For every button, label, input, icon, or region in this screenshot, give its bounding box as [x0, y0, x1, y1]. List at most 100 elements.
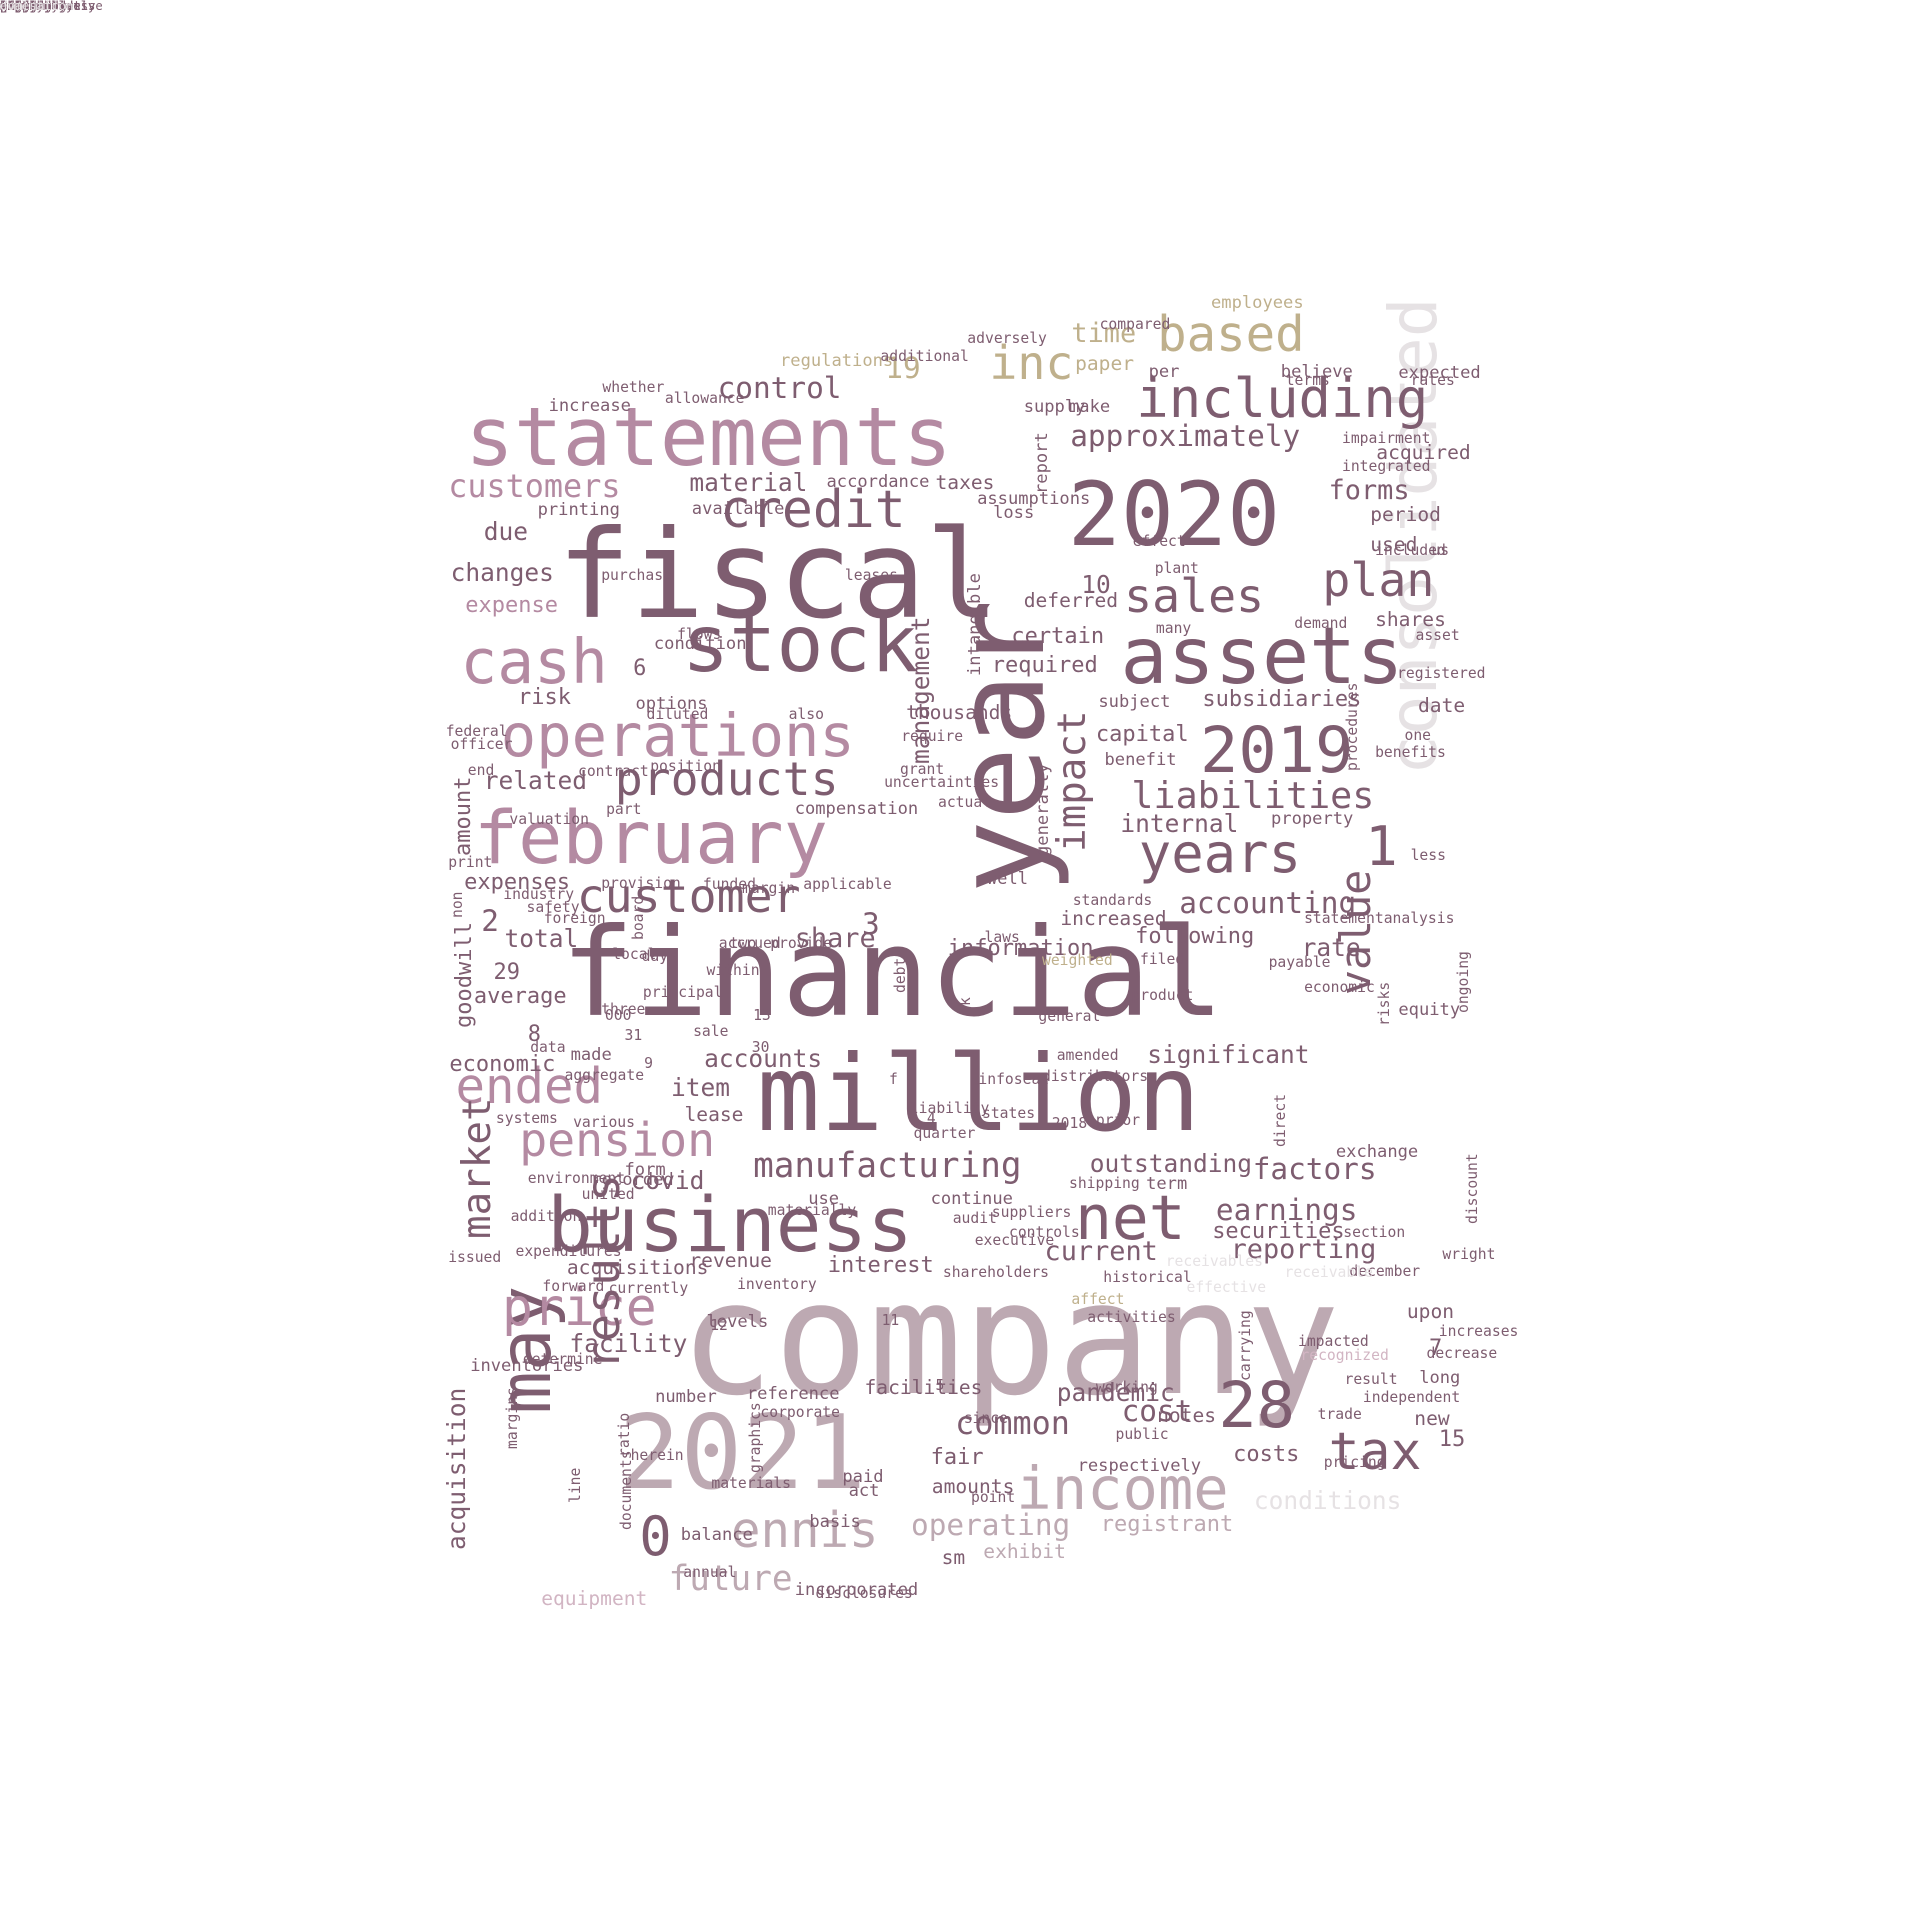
cloud-word: printed — [0, 0, 52, 13]
cloud-word: asset — [1415, 627, 1460, 645]
cloud-word: 12 — [710, 1316, 728, 1334]
cloud-word: current — [1044, 1236, 1158, 1268]
cloud-word: 19 — [885, 350, 921, 385]
cloud-word: contract — [578, 763, 649, 781]
cloud-word: leases — [844, 567, 898, 585]
cloud-word: debt — [891, 957, 909, 993]
cloud-word: earnings — [1215, 1193, 1358, 1228]
cloud-word: print — [448, 853, 493, 871]
cloud-word: events — [0, 0, 45, 13]
cloud-word: principal — [642, 983, 723, 1001]
cloud-word: 7 — [1429, 1336, 1443, 1362]
cloud-word: restricted — [0, 0, 74, 13]
cloud-word: liabilities — [1131, 773, 1375, 817]
cloud-word: ratio — [616, 1412, 634, 1457]
cloud-word: customers — [448, 468, 621, 506]
cloud-word: valuation — [509, 811, 589, 829]
cloud-word: receivable — [1284, 1264, 1373, 1282]
cloud-word: registered — [1397, 665, 1486, 683]
cloud-word: facility — [569, 1329, 688, 1359]
cloud-word: determine — [522, 1351, 603, 1369]
cloud-word: projected — [0, 0, 67, 13]
cloud-word: 11 — [881, 1311, 900, 1329]
cloud-word: following — [1135, 923, 1255, 949]
cloud-word: independent — [1362, 1389, 1461, 1406]
cloud-word: indicate — [0, 0, 59, 13]
cloud-word: number — [655, 1386, 717, 1407]
cloud-word: service — [0, 0, 52, 13]
cloud-word: affect — [1071, 1291, 1125, 1309]
cloud-word: liability — [909, 1100, 990, 1117]
cloud-word: 2 — [481, 904, 499, 939]
cloud-word: 9 — [644, 1054, 653, 1072]
cloud-word: discussion — [0, 0, 74, 13]
cloud-word: income — [1016, 1453, 1229, 1523]
cloud-word: states — [982, 1104, 1036, 1122]
cloud-word: gain — [0, 0, 30, 13]
cloud-word: increased — [1060, 906, 1167, 930]
cloud-word: 1 — [1365, 815, 1398, 879]
cloud-word: shareholders — [942, 1264, 1050, 1282]
cloud-word: changes — [450, 557, 554, 587]
cloud-word: program — [0, 0, 52, 13]
cloud-word: pursuant — [0, 0, 59, 13]
cloud-word: believe — [1280, 361, 1353, 382]
cloud-word: economic — [1304, 978, 1375, 996]
cloud-word: prices — [0, 0, 45, 13]
cloud-word: texas — [0, 0, 37, 13]
cloud-word: future — [668, 1559, 793, 1600]
cloud-word: related — [483, 766, 587, 795]
cloud-word: ongoing — [1455, 951, 1473, 1014]
cloud-word: markets — [0, 0, 52, 13]
cloud-word: part — [606, 801, 642, 819]
cloud-word: ennis — [731, 1502, 879, 1560]
cloud-word: common — [955, 1405, 1070, 1443]
cloud-word: acquisitions — [566, 1255, 709, 1279]
cloud-word: two — [729, 934, 757, 952]
cloud-word: ability — [0, 0, 52, 13]
cloud-word: disclosures — [815, 1584, 913, 1602]
cloud-word: integrated — [1342, 458, 1431, 476]
cloud-word: repurchase — [0, 0, 74, 13]
cloud-word: goodwill — [452, 921, 478, 1028]
cloud-word: historical — [1103, 1269, 1192, 1286]
cloud-word: position — [650, 758, 721, 776]
cloud-word: respectively — [1077, 1456, 1202, 1477]
cloud-word: affected — [0, 0, 59, 13]
cloud-word: amended — [1056, 1047, 1119, 1065]
cloud-word: revenue — [689, 1249, 772, 1273]
cloud-word: covid — [630, 1166, 705, 1196]
cloud-word: audit — [952, 1210, 997, 1228]
cloud-word: subsidiaries — [1202, 687, 1362, 713]
cloud-word: continued — [0, 0, 67, 13]
cloud-word: working — [1095, 1379, 1158, 1397]
cloud-word: considered — [0, 0, 74, 13]
cloud-word: 15 — [1438, 1427, 1466, 1452]
cloud-word: graphics — [747, 1401, 765, 1473]
cloud-word: report — [1031, 431, 1052, 494]
cloud-word: payable — [1268, 954, 1331, 972]
cloud-word: form — [624, 1160, 666, 1180]
cloud-word: charge — [0, 0, 45, 13]
cloud-word: laws — [984, 928, 1020, 946]
cloud-word: plan — [1322, 553, 1435, 608]
cloud-word: volume — [0, 0, 45, 13]
cloud-word: weighted — [1042, 951, 1113, 969]
cloud-word: local — [612, 945, 657, 963]
cloud-word: acquisition — [441, 1387, 471, 1551]
cloud-word: 28 — [1218, 1369, 1296, 1444]
cloud-word: costs — [1233, 1441, 1300, 1467]
cloud-word: price — [502, 1278, 657, 1339]
cloud-word: product — [1131, 987, 1194, 1005]
cloud-word: effect — [1132, 533, 1186, 551]
cloud-word: 4 — [926, 1109, 936, 1127]
cloud-word: long — [1419, 1368, 1461, 1389]
cloud-word: looking — [0, 0, 52, 13]
cloud-word: notes — [1157, 1403, 1217, 1427]
cloud-word: require — [901, 727, 964, 745]
cloud-word: labor — [0, 0, 37, 13]
cloud-word: since — [963, 1409, 1008, 1427]
cloud-word: thousands — [906, 700, 1013, 724]
cloud-word: environment — [527, 1169, 626, 1187]
cloud-word: interest — [827, 1253, 934, 1279]
